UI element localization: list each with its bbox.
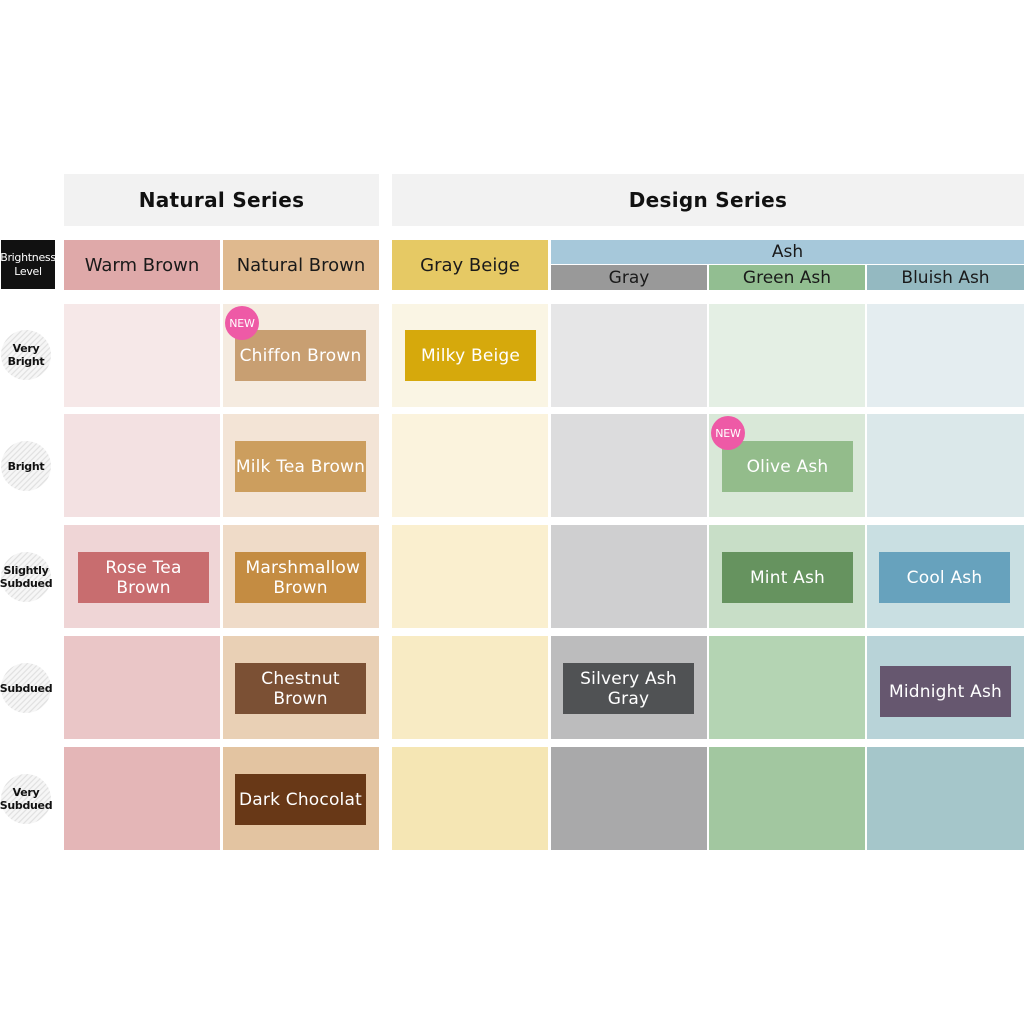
cell-gray-beige-bright <box>392 414 548 517</box>
row-label-slightly-subdued: Slightly Subdued <box>0 552 53 602</box>
cell-bluish-ash-bright <box>867 414 1024 517</box>
new-badge-text: NEW <box>715 426 741 440</box>
cell-green-ash-subdued <box>709 636 865 739</box>
new-badge-olive-ash: NEW <box>711 416 745 450</box>
swatch-rose-tea-brown[interactable]: Rose Tea Brown <box>78 552 209 603</box>
row-label-very-subdued: Very Subdued <box>0 774 53 824</box>
swatch-chiffon-brown[interactable]: Chiffon Brown <box>235 330 366 381</box>
swatch-olive-ash[interactable]: Olive Ash <box>722 441 853 492</box>
natural-series-title: Natural Series <box>138 188 305 212</box>
swatch-milk-tea-brown[interactable]: Milk Tea Brown <box>235 441 366 492</box>
design-series-header: Design Series <box>392 174 1024 226</box>
swatch-label: Olive Ash <box>746 456 829 477</box>
column-header-green-ash: Green Ash <box>709 265 865 290</box>
column-header-ash: Ash <box>551 240 1024 264</box>
cell-warm-brown-very-bright <box>64 304 220 407</box>
cell-gray-beige-slightly-subdued <box>392 525 548 628</box>
column-header-natural-brown: Natural Brown <box>223 240 379 290</box>
swatch-label: Rose Tea Brown <box>105 557 182 598</box>
cell-gray-very-subdued <box>551 747 707 850</box>
swatch-silvery-ash-gray[interactable]: Silvery Ash Gray <box>563 663 694 714</box>
swatch-label: Cool Ash <box>906 567 983 588</box>
swatch-chestnut-brown[interactable]: Chestnut Brown <box>235 663 366 714</box>
swatch-label: Mint Ash <box>749 567 826 588</box>
brightness-level-text: Brightness Level <box>0 250 56 278</box>
cell-gray-beige-subdued <box>392 636 548 739</box>
cell-gray-beige-very-subdued <box>392 747 548 850</box>
new-badge-chiffon-brown: NEW <box>225 306 259 340</box>
column-label: Gray <box>608 267 650 288</box>
cell-gray-very-bright <box>551 304 707 407</box>
cell-warm-brown-very-subdued <box>64 747 220 850</box>
natural-series-header: Natural Series <box>64 174 379 226</box>
swatch-label: Milk Tea Brown <box>235 456 366 477</box>
swatch-label: Milky Beige <box>420 345 521 366</box>
row-label-subdued: Subdued <box>0 663 53 713</box>
row-label-text: Very Subdued <box>0 786 53 812</box>
column-label: Bluish Ash <box>901 267 990 288</box>
row-label-text: Bright <box>7 459 45 473</box>
column-header-gray-beige: Gray Beige <box>392 240 548 290</box>
cell-warm-brown-bright <box>64 414 220 517</box>
column-label: Gray Beige <box>420 254 520 276</box>
column-label: Green Ash <box>742 267 832 288</box>
cell-green-ash-very-bright <box>709 304 865 407</box>
swatch-label: Marshmallow Brown <box>245 557 361 598</box>
swatch-label: Chestnut Brown <box>261 668 340 709</box>
row-label-text: Very Bright <box>7 342 45 368</box>
swatch-dark-chocolat[interactable]: Dark Chocolat <box>235 774 366 825</box>
cell-gray-slightly-subdued <box>551 525 707 628</box>
column-header-warm-brown: Warm Brown <box>64 240 220 290</box>
swatch-mint-ash[interactable]: Mint Ash <box>722 552 853 603</box>
brightness-level-label: Brightness Level <box>0 240 56 289</box>
column-label: Warm Brown <box>84 254 200 276</box>
swatch-label: Silvery Ash Gray <box>580 668 677 709</box>
cell-gray-bright <box>551 414 707 517</box>
swatch-label: Chiffon Brown <box>239 345 362 366</box>
cell-bluish-ash-very-subdued <box>867 747 1024 850</box>
row-label-bright: Bright <box>1 441 51 491</box>
swatch-marshmallow-brown[interactable]: Marshmallow Brown <box>235 552 366 603</box>
swatch-cool-ash[interactable]: Cool Ash <box>879 552 1010 603</box>
swatch-label: Dark Chocolat <box>239 789 362 810</box>
design-series-title: Design Series <box>628 188 788 212</box>
cell-green-ash-very-subdued <box>709 747 865 850</box>
column-label: Natural Brown <box>236 254 366 276</box>
swatch-label: Midnight Ash <box>889 681 1002 702</box>
cell-bluish-ash-very-bright <box>867 304 1024 407</box>
column-header-bluish-ash: Bluish Ash <box>867 265 1024 290</box>
row-label-very-bright: Very Bright <box>1 330 51 380</box>
cell-warm-brown-subdued <box>64 636 220 739</box>
column-header-gray: Gray <box>551 265 707 290</box>
column-label: Ash <box>771 242 804 262</box>
swatch-milky-beige[interactable]: Milky Beige <box>405 330 536 381</box>
swatch-midnight-ash[interactable]: Midnight Ash <box>880 666 1011 717</box>
row-label-text: Subdued <box>0 681 53 695</box>
new-badge-text: NEW <box>229 316 255 330</box>
row-label-text: Slightly Subdued <box>0 564 53 590</box>
